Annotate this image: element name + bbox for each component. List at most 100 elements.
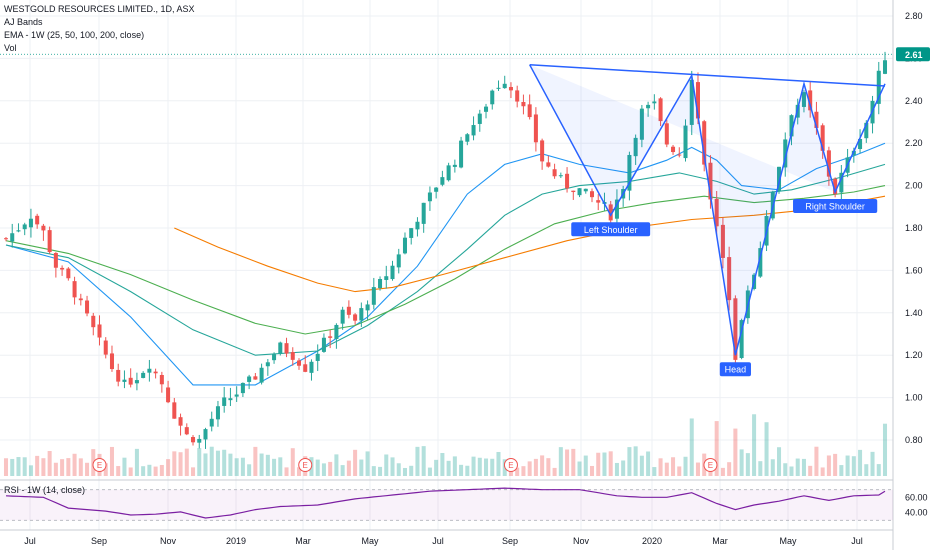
- volume-bar: [614, 462, 619, 476]
- time-tick-label: May: [361, 536, 379, 546]
- volume-bar: [321, 463, 326, 476]
- time-tick-label: Nov: [573, 536, 590, 546]
- candle: [390, 265, 395, 280]
- candle: [633, 137, 638, 157]
- volume-bar: [452, 456, 457, 476]
- candle: [671, 146, 676, 153]
- volume-bar: [103, 463, 108, 476]
- volume-bar: [3, 458, 9, 476]
- candle: [340, 309, 345, 324]
- candle: [820, 125, 825, 151]
- volume-bar: [733, 428, 738, 476]
- volume-bar: [783, 463, 788, 476]
- volume-bar: [671, 457, 676, 476]
- candle: [203, 429, 208, 440]
- volume-bar: [552, 467, 557, 476]
- volume-bar: [571, 448, 576, 476]
- volume-bar: [727, 462, 732, 476]
- candle: [215, 406, 220, 420]
- volume-bar: [477, 457, 482, 476]
- volume-bar: [371, 466, 376, 476]
- volume-bar: [365, 451, 370, 476]
- pattern-zigzag: [529, 64, 886, 356]
- candle: [178, 417, 183, 426]
- volume-bar: [334, 454, 339, 476]
- annotation-right-shoulder: Right Shoulder: [805, 201, 865, 211]
- volume-bar: [845, 455, 850, 476]
- volume-bar: [203, 453, 208, 476]
- volume-bar: [602, 452, 607, 476]
- rsi-legend[interactable]: RSI - 1W (14, close): [4, 485, 86, 495]
- legend-aj-bands[interactable]: AJ Bands: [4, 17, 43, 27]
- volume-bar: [240, 457, 245, 476]
- rsi-band: [0, 489, 893, 521]
- volume-bar: [41, 458, 46, 476]
- volume-bar: [28, 465, 33, 476]
- candle: [35, 215, 40, 225]
- candle: [222, 397, 227, 406]
- price-axis: 2.802.602.402.202.001.801.601.401.201.00…: [896, 11, 930, 445]
- candle: [72, 281, 77, 298]
- legend-title[interactable]: WESTGOLD RESOURCES LIMITED., 1D, ASX: [4, 4, 195, 14]
- volume-bar: [191, 467, 196, 476]
- volume-bar: [141, 466, 146, 476]
- candle: [858, 138, 863, 150]
- volume-bar: [359, 459, 364, 476]
- candle: [259, 367, 264, 383]
- volume-bar: [864, 464, 869, 476]
- candle: [402, 237, 407, 254]
- candle: [321, 337, 326, 352]
- annotation-badge: [719, 362, 751, 377]
- price-tick-label: 1.20: [905, 350, 923, 360]
- rsi-tick-label: 40.00: [905, 508, 928, 518]
- pattern-neckline: [529, 64, 886, 87]
- candle: [328, 336, 333, 338]
- volume-bar: [16, 457, 21, 476]
- volume-bar: [10, 458, 15, 476]
- volume-bar: [166, 459, 171, 476]
- legend-volume[interactable]: Vol: [4, 43, 17, 53]
- volume-bar: [652, 467, 657, 476]
- legend-ema[interactable]: EMA - 1W (25, 50, 100, 200, close): [4, 30, 145, 40]
- volume-bar: [134, 448, 139, 476]
- candle: [78, 298, 83, 301]
- volume-bar: [315, 459, 320, 476]
- candle: [197, 438, 202, 443]
- volume-bar: [689, 418, 694, 476]
- candle: [646, 104, 651, 109]
- candle: [546, 162, 551, 167]
- candle: [240, 382, 245, 394]
- candle: [353, 314, 358, 321]
- volume-bar: [851, 456, 856, 476]
- volume-bar: [639, 455, 644, 476]
- volume-bar: [558, 447, 563, 476]
- volume-bar: [253, 446, 258, 476]
- price-tick-label: 0.80: [905, 435, 923, 445]
- candle: [303, 364, 308, 372]
- time-tick-label: Mar: [295, 536, 311, 546]
- volume-bar: [839, 465, 844, 476]
- candle: [103, 340, 108, 355]
- pattern-annotations: Left Shoulder Head Right Shoulder: [571, 198, 878, 377]
- candle: [452, 164, 457, 167]
- price-tick-label: 1.60: [905, 265, 923, 275]
- price-tick-label: 1.40: [905, 308, 923, 318]
- candle: [739, 320, 744, 358]
- candle: [421, 202, 426, 224]
- candle: [521, 102, 526, 107]
- volume-bar: [378, 466, 383, 476]
- candle: [371, 287, 376, 305]
- volume-bar: [434, 459, 439, 476]
- candle: [708, 162, 713, 200]
- volume-bar: [471, 456, 476, 476]
- volume-bar: [745, 453, 750, 476]
- volume-bar: [35, 455, 40, 476]
- volume-bar: [484, 458, 489, 476]
- volume-bar: [527, 461, 532, 476]
- candle: [502, 83, 507, 89]
- candle: [808, 90, 813, 111]
- candle: [209, 418, 214, 427]
